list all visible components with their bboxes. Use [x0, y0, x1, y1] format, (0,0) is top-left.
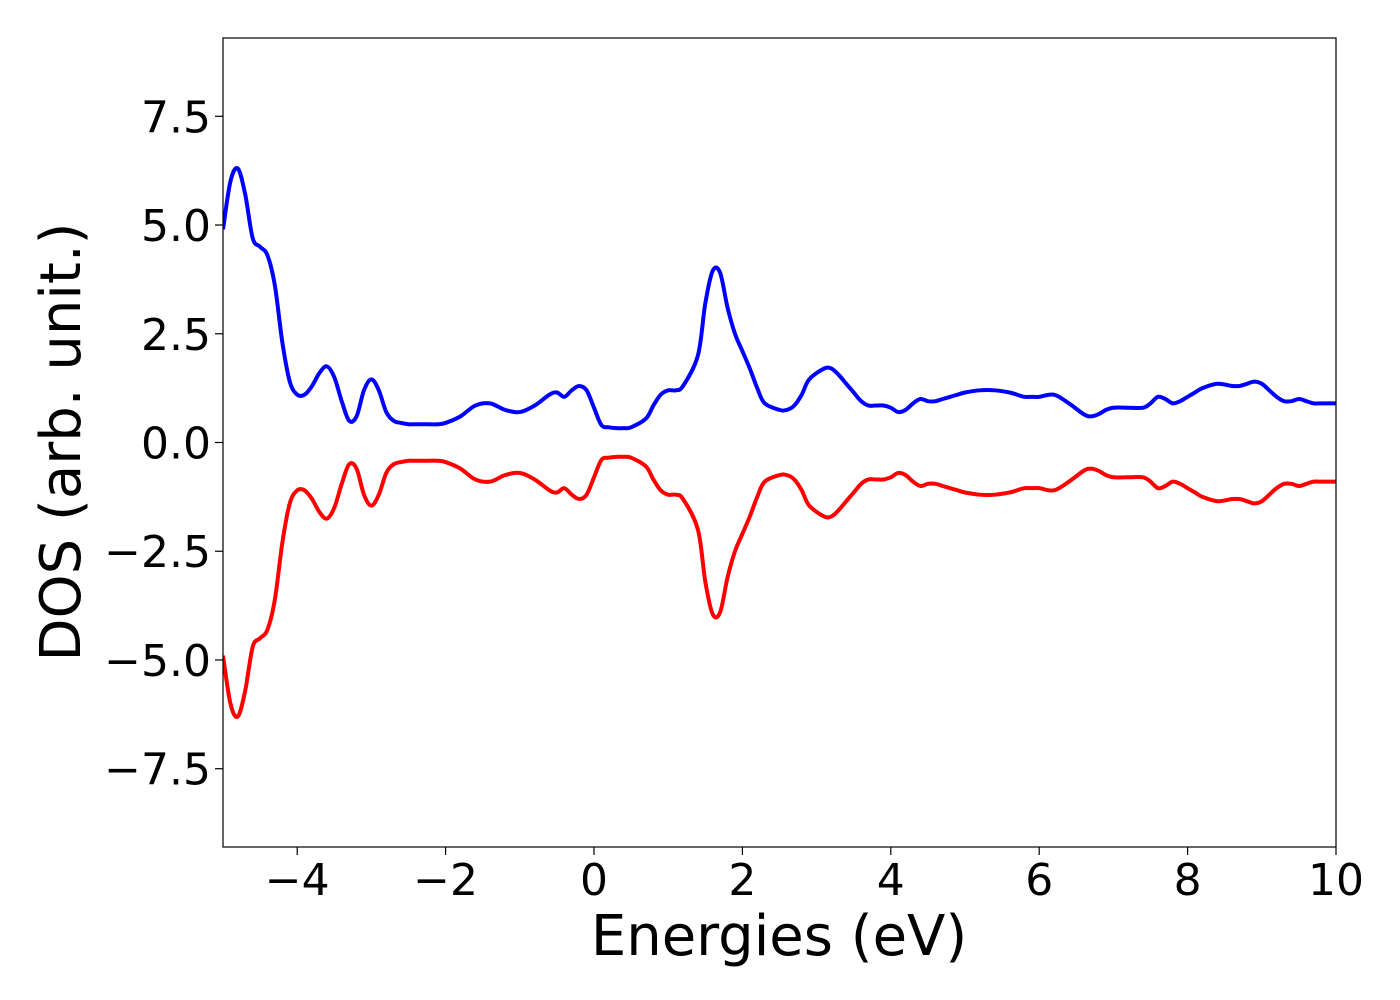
- dos-series-line-down: [223, 454, 1336, 719]
- y-tick-label: 5.0: [141, 201, 211, 252]
- y-tick-label: 0.0: [141, 419, 211, 470]
- y-tick-label: −7.5: [104, 745, 211, 796]
- x-tick-label: −2: [413, 855, 478, 906]
- y-tick-label: −2.5: [104, 527, 211, 578]
- x-tick-label: −4: [265, 855, 330, 906]
- y-axis-label: DOS (arb. unit.): [29, 222, 94, 661]
- x-tick-label: 10: [1308, 855, 1364, 906]
- y-tick-label: −5.0: [104, 636, 211, 687]
- series-layer: [223, 166, 1336, 719]
- dos-series-line-up: [223, 166, 1336, 431]
- y-tick-label: 2.5: [141, 310, 211, 361]
- x-tick-label: 6: [1025, 855, 1053, 906]
- x-tick-label: 4: [877, 855, 905, 906]
- x-tick-label: 0: [580, 855, 608, 906]
- x-tick-label: 2: [728, 855, 756, 906]
- x-axis-label: Energies (eV): [591, 904, 967, 969]
- y-tick-label: 7.5: [141, 92, 211, 143]
- plot-frame: [222, 37, 1337, 848]
- x-tick-label: 8: [1174, 855, 1202, 906]
- ticks-layer: −4 −2 0 2 4 6 8 10 −7.5 −5.0 −2.5 0.0 2.5 5.0 7.5: [104, 92, 1364, 906]
